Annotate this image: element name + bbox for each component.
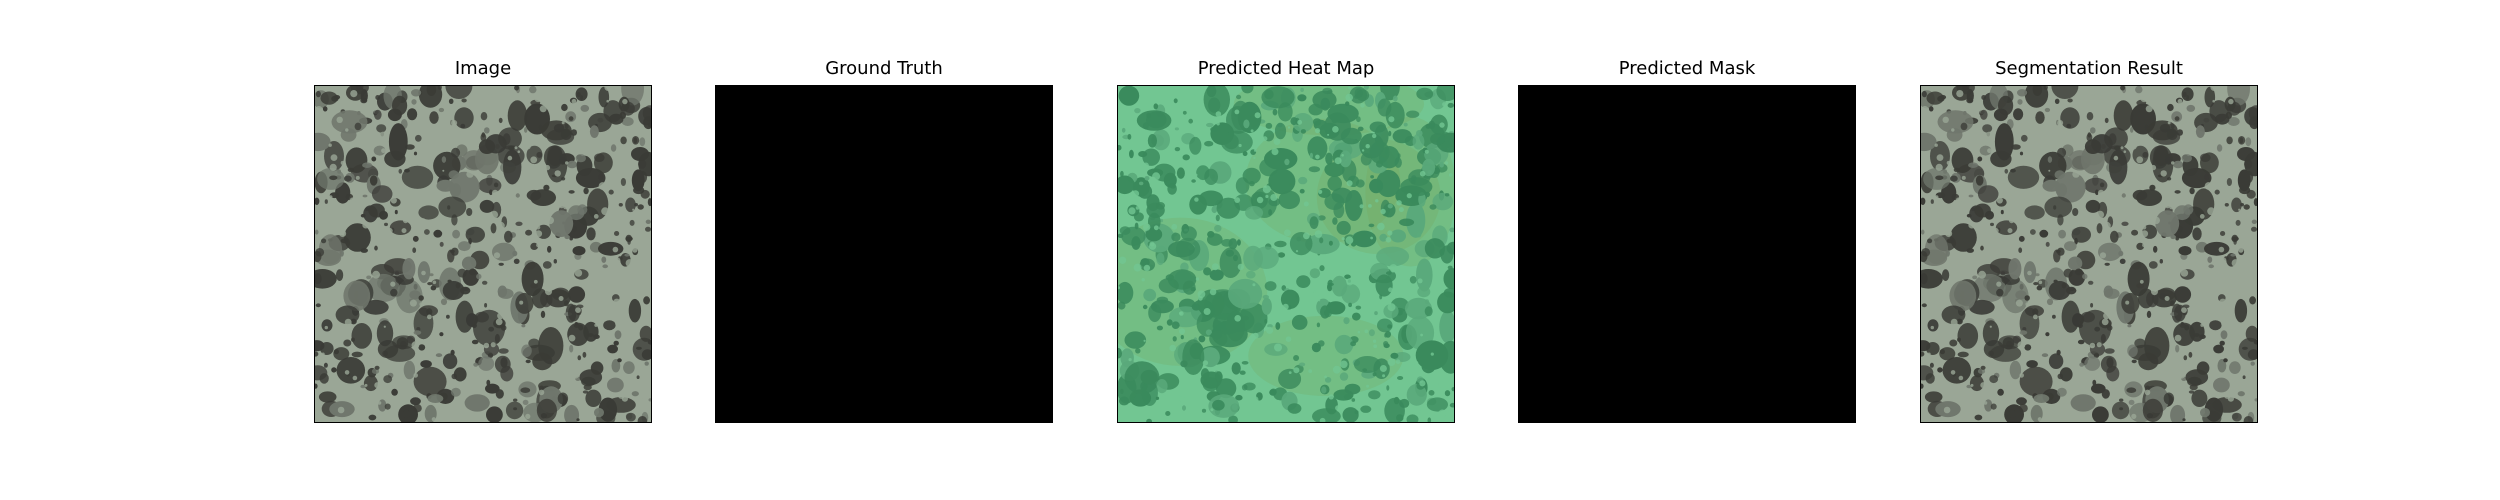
predicted-heat-map-texture — [1118, 86, 1454, 422]
image-texture — [315, 86, 651, 422]
panel-title-image: Image — [454, 58, 512, 79]
predicted-mask-frame — [1518, 85, 1856, 423]
panel-image: Image — [314, 57, 652, 426]
panel-predicted-mask: Predicted Mask — [1518, 57, 1856, 426]
predicted-heat-map-frame — [1117, 85, 1455, 423]
image-frame — [314, 85, 652, 423]
segmentation-result-texture — [1921, 86, 2257, 422]
panel-title-predicted-mask: Predicted Mask — [1618, 58, 1756, 79]
ground-truth-mask — [716, 86, 1052, 422]
predicted-mask — [1519, 86, 1855, 422]
ground-truth-frame — [715, 85, 1053, 423]
panel-segmentation-result: Segmentation Result — [1920, 57, 2258, 426]
panel-title-ground-truth: Ground Truth — [825, 58, 943, 79]
segmentation-result-frame — [1920, 85, 2258, 423]
panel-predicted-heat-map: Predicted Heat Map — [1117, 57, 1455, 426]
panel-title-segmentation-result: Segmentation Result — [1995, 58, 2183, 79]
panel-title-predicted-heat-map: Predicted Heat Map — [1197, 58, 1375, 79]
panel-ground-truth: Ground Truth — [715, 57, 1053, 426]
